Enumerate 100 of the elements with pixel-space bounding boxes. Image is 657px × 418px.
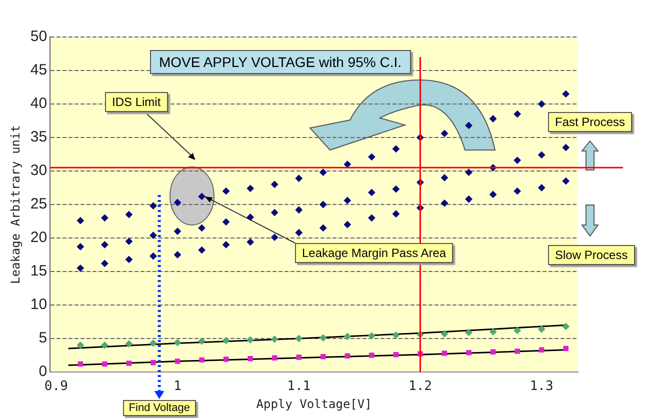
point (222, 188, 230, 195)
point (198, 192, 206, 200)
y-tick-label: 20 (30, 229, 48, 246)
point (344, 332, 351, 340)
point (76, 264, 84, 272)
point (126, 360, 132, 366)
y-tick-label: 45 (30, 62, 48, 79)
point (174, 358, 180, 364)
point (271, 209, 278, 216)
point (392, 186, 400, 193)
point (538, 347, 544, 353)
point (490, 349, 496, 355)
point (246, 238, 254, 246)
x-tick-label: 1.1 (287, 379, 311, 394)
point (514, 110, 521, 118)
point (514, 156, 521, 164)
point (174, 339, 182, 346)
y-tick-label: 10 (30, 296, 48, 314)
point (76, 217, 84, 224)
point (150, 340, 157, 347)
point (393, 352, 399, 358)
point (174, 198, 182, 206)
point (271, 234, 278, 241)
point (223, 356, 229, 362)
point (296, 354, 302, 360)
point (562, 90, 570, 98)
point (125, 340, 132, 348)
y-tick-label: 30 (30, 162, 48, 180)
point (271, 336, 278, 343)
point (295, 229, 302, 236)
point (392, 332, 400, 339)
y-tick-label: 0 (38, 363, 48, 380)
point (320, 224, 327, 232)
point (538, 326, 546, 333)
point (199, 357, 204, 363)
x-axis-title: Apply Voltage[V] (256, 396, 372, 411)
x-tick-label: 1.3 (530, 379, 554, 394)
point (198, 338, 206, 345)
annotation: Leakage Margin Pass Area (295, 243, 454, 263)
annotation: Slow Process (548, 245, 635, 265)
point (562, 144, 570, 152)
y-tick-label: 50 (30, 28, 48, 46)
point (246, 184, 254, 192)
point (78, 361, 84, 367)
point (150, 360, 156, 366)
point (465, 328, 472, 336)
point (248, 356, 253, 362)
point (125, 238, 132, 245)
point (101, 342, 108, 349)
point (344, 221, 351, 228)
point (174, 228, 182, 235)
point (441, 130, 448, 137)
point (466, 350, 472, 356)
point (272, 355, 278, 361)
ref-line-label: IDS Limit (105, 92, 168, 112)
point (562, 178, 570, 185)
point (441, 174, 448, 182)
point (76, 342, 84, 349)
point (320, 201, 327, 208)
point (246, 214, 254, 221)
point (295, 174, 302, 182)
point (538, 100, 546, 108)
ref-line-label: Find Voltage (122, 400, 196, 416)
x-tick-label: 1.2 (408, 379, 432, 394)
point (295, 335, 302, 342)
point (514, 348, 520, 354)
point (101, 260, 108, 267)
y-axis-title: Leakage Arbitrary unit (8, 125, 22, 284)
point (465, 122, 472, 129)
point (320, 354, 326, 360)
annotation: MOVE APPLY VOLTAGE with 95% C.I. (150, 50, 410, 74)
x-tick-label: 1 (174, 379, 182, 394)
point (222, 337, 230, 344)
point (369, 352, 374, 358)
point (538, 151, 546, 158)
point (392, 145, 400, 152)
point (344, 353, 350, 359)
point (125, 256, 132, 263)
point (76, 243, 84, 250)
y-tick-label: 25 (30, 196, 48, 213)
point (222, 218, 230, 226)
point (344, 160, 351, 168)
point (465, 196, 472, 203)
point (150, 232, 157, 239)
point (514, 326, 521, 334)
point (442, 350, 448, 356)
y-tick-label: 35 (30, 128, 48, 146)
point (222, 241, 230, 248)
point (198, 224, 206, 232)
point (295, 206, 302, 214)
point (101, 241, 108, 248)
point (368, 188, 376, 196)
point (563, 346, 568, 352)
point (344, 196, 351, 204)
point (246, 336, 254, 344)
point (441, 200, 448, 207)
point (368, 153, 376, 160)
x-tick-label: 0.9 (44, 379, 68, 394)
point (271, 180, 278, 188)
point (320, 168, 327, 176)
